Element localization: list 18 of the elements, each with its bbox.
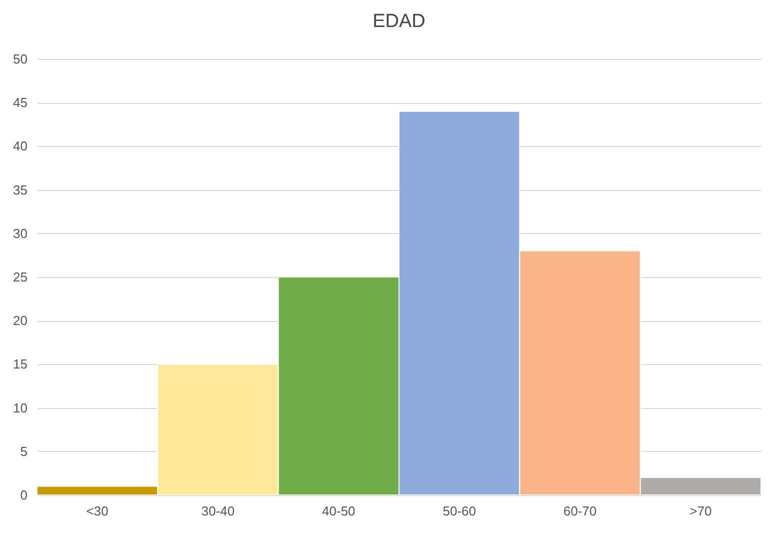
y-tick-label: 5 xyxy=(20,444,28,459)
y-tick-label: 15 xyxy=(13,356,28,372)
x-tick-label: >70 xyxy=(690,504,712,518)
y-tick-label: 50 xyxy=(13,52,28,66)
y-tick-label: 45 xyxy=(13,95,28,110)
x-tick-label: <30 xyxy=(86,504,108,518)
y-tick-label: 30 xyxy=(13,226,28,241)
y-tick-label: 40 xyxy=(13,138,28,154)
y-tick-label: 25 xyxy=(13,270,28,284)
y-tick-label: 10 xyxy=(13,400,28,416)
x-tick-label: 50-60 xyxy=(442,504,476,518)
y-tick-label: 20 xyxy=(13,313,28,328)
y-tick-label: 35 xyxy=(13,182,28,198)
x-tick-label: 40-50 xyxy=(322,504,356,518)
y-tick-label: 0 xyxy=(20,488,28,502)
chart-title: EDAD xyxy=(372,11,426,32)
x-tick-label: 60-70 xyxy=(563,504,597,518)
x-tick-label: 30-40 xyxy=(201,504,235,518)
